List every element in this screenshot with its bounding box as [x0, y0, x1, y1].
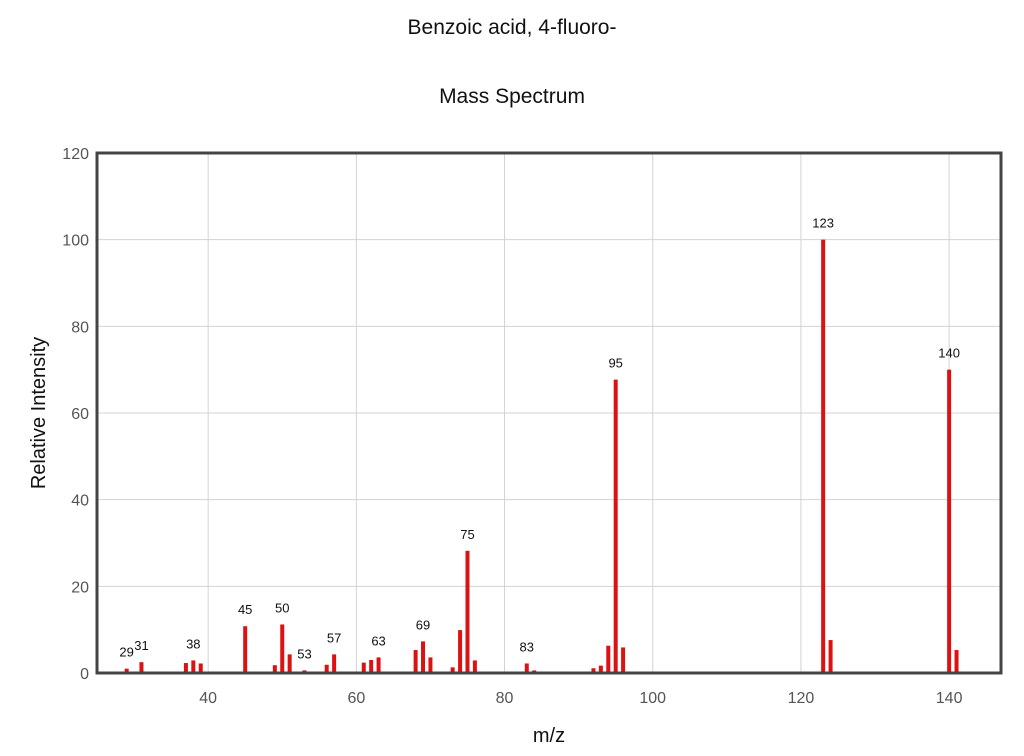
y-tick-label: 20 — [71, 579, 89, 596]
peak-label: 140 — [938, 346, 960, 361]
x-axis-label: m/z — [533, 725, 565, 747]
y-tick-label: 100 — [62, 233, 89, 250]
peak-bar — [198, 663, 203, 673]
y-tick-labels: 0 20 40 60 80 100 120 — [62, 146, 89, 683]
x-tick-label: 60 — [347, 690, 365, 707]
peak-bar — [428, 657, 433, 673]
x-tick-label: 100 — [639, 690, 666, 707]
peak-bar — [369, 660, 374, 673]
peak-label: 57 — [327, 630, 341, 645]
peak-bar — [591, 668, 596, 673]
peak-bar — [243, 626, 248, 673]
peak-bar — [621, 647, 626, 673]
peak-bar — [421, 641, 426, 673]
peak-bar — [947, 369, 952, 673]
x-tick-label: 120 — [788, 690, 815, 707]
y-tick-label: 60 — [71, 406, 89, 423]
peak-bar — [272, 665, 277, 673]
peak-label: 31 — [134, 638, 148, 653]
y-tick-label: 80 — [71, 319, 89, 336]
peak-bar — [821, 239, 826, 673]
peak-bar — [191, 660, 196, 673]
x-tick-labels: 40 60 80 100 120 140 — [199, 690, 962, 707]
peak-bar — [324, 664, 329, 673]
y-tick-label: 0 — [80, 666, 89, 683]
peak-bar — [361, 662, 366, 673]
peak-bar — [828, 640, 833, 673]
x-tick-label: 40 — [199, 690, 217, 707]
grid-lines — [97, 152, 1001, 674]
peak-label: 123 — [812, 216, 834, 231]
peak-bar — [413, 650, 418, 673]
plot-frame — [95, 151, 1003, 675]
peak-bar — [606, 645, 611, 673]
x-tick-label: 80 — [496, 690, 514, 707]
peak-bar — [332, 654, 337, 673]
y-axis-label: Relative Intensity — [28, 337, 50, 489]
peak-label: 83 — [520, 639, 534, 654]
peak-label: 69 — [416, 617, 430, 632]
peak-bar — [139, 662, 144, 673]
peak-bar — [124, 668, 129, 673]
peak-bar — [458, 630, 463, 673]
chart-subtitle: Mass Spectrum — [439, 85, 585, 108]
peak-label: 63 — [371, 633, 385, 648]
peak-label: 95 — [608, 356, 622, 371]
peak-label: 53 — [297, 646, 311, 661]
y-tick-label: 40 — [71, 493, 89, 510]
y-tick-label: 120 — [62, 146, 89, 163]
peak-bar — [183, 663, 188, 673]
peak-bar — [613, 379, 618, 673]
peak-label: 29 — [119, 645, 133, 660]
peak-bar — [465, 550, 470, 673]
peak-bar — [376, 657, 381, 673]
peak-label: 75 — [460, 527, 474, 542]
peak-bar — [472, 660, 477, 673]
peak-labels: 29 31 38 45 50 53 57 63 69 75 83 95 123 140 — [119, 216, 960, 662]
peak-bar — [598, 665, 603, 673]
peak-bar — [954, 650, 959, 673]
peak-bar — [280, 624, 285, 673]
chart-title: Benzoic acid, 4-fluoro- — [407, 16, 617, 39]
peak-bars — [124, 239, 959, 673]
x-tick-label: 140 — [936, 690, 963, 707]
peak-bar — [287, 654, 292, 673]
peak-label: 45 — [238, 602, 252, 617]
peak-label: 50 — [275, 600, 289, 615]
peak-bar — [524, 663, 529, 673]
peak-bar — [450, 667, 455, 673]
peak-label: 38 — [186, 636, 200, 651]
